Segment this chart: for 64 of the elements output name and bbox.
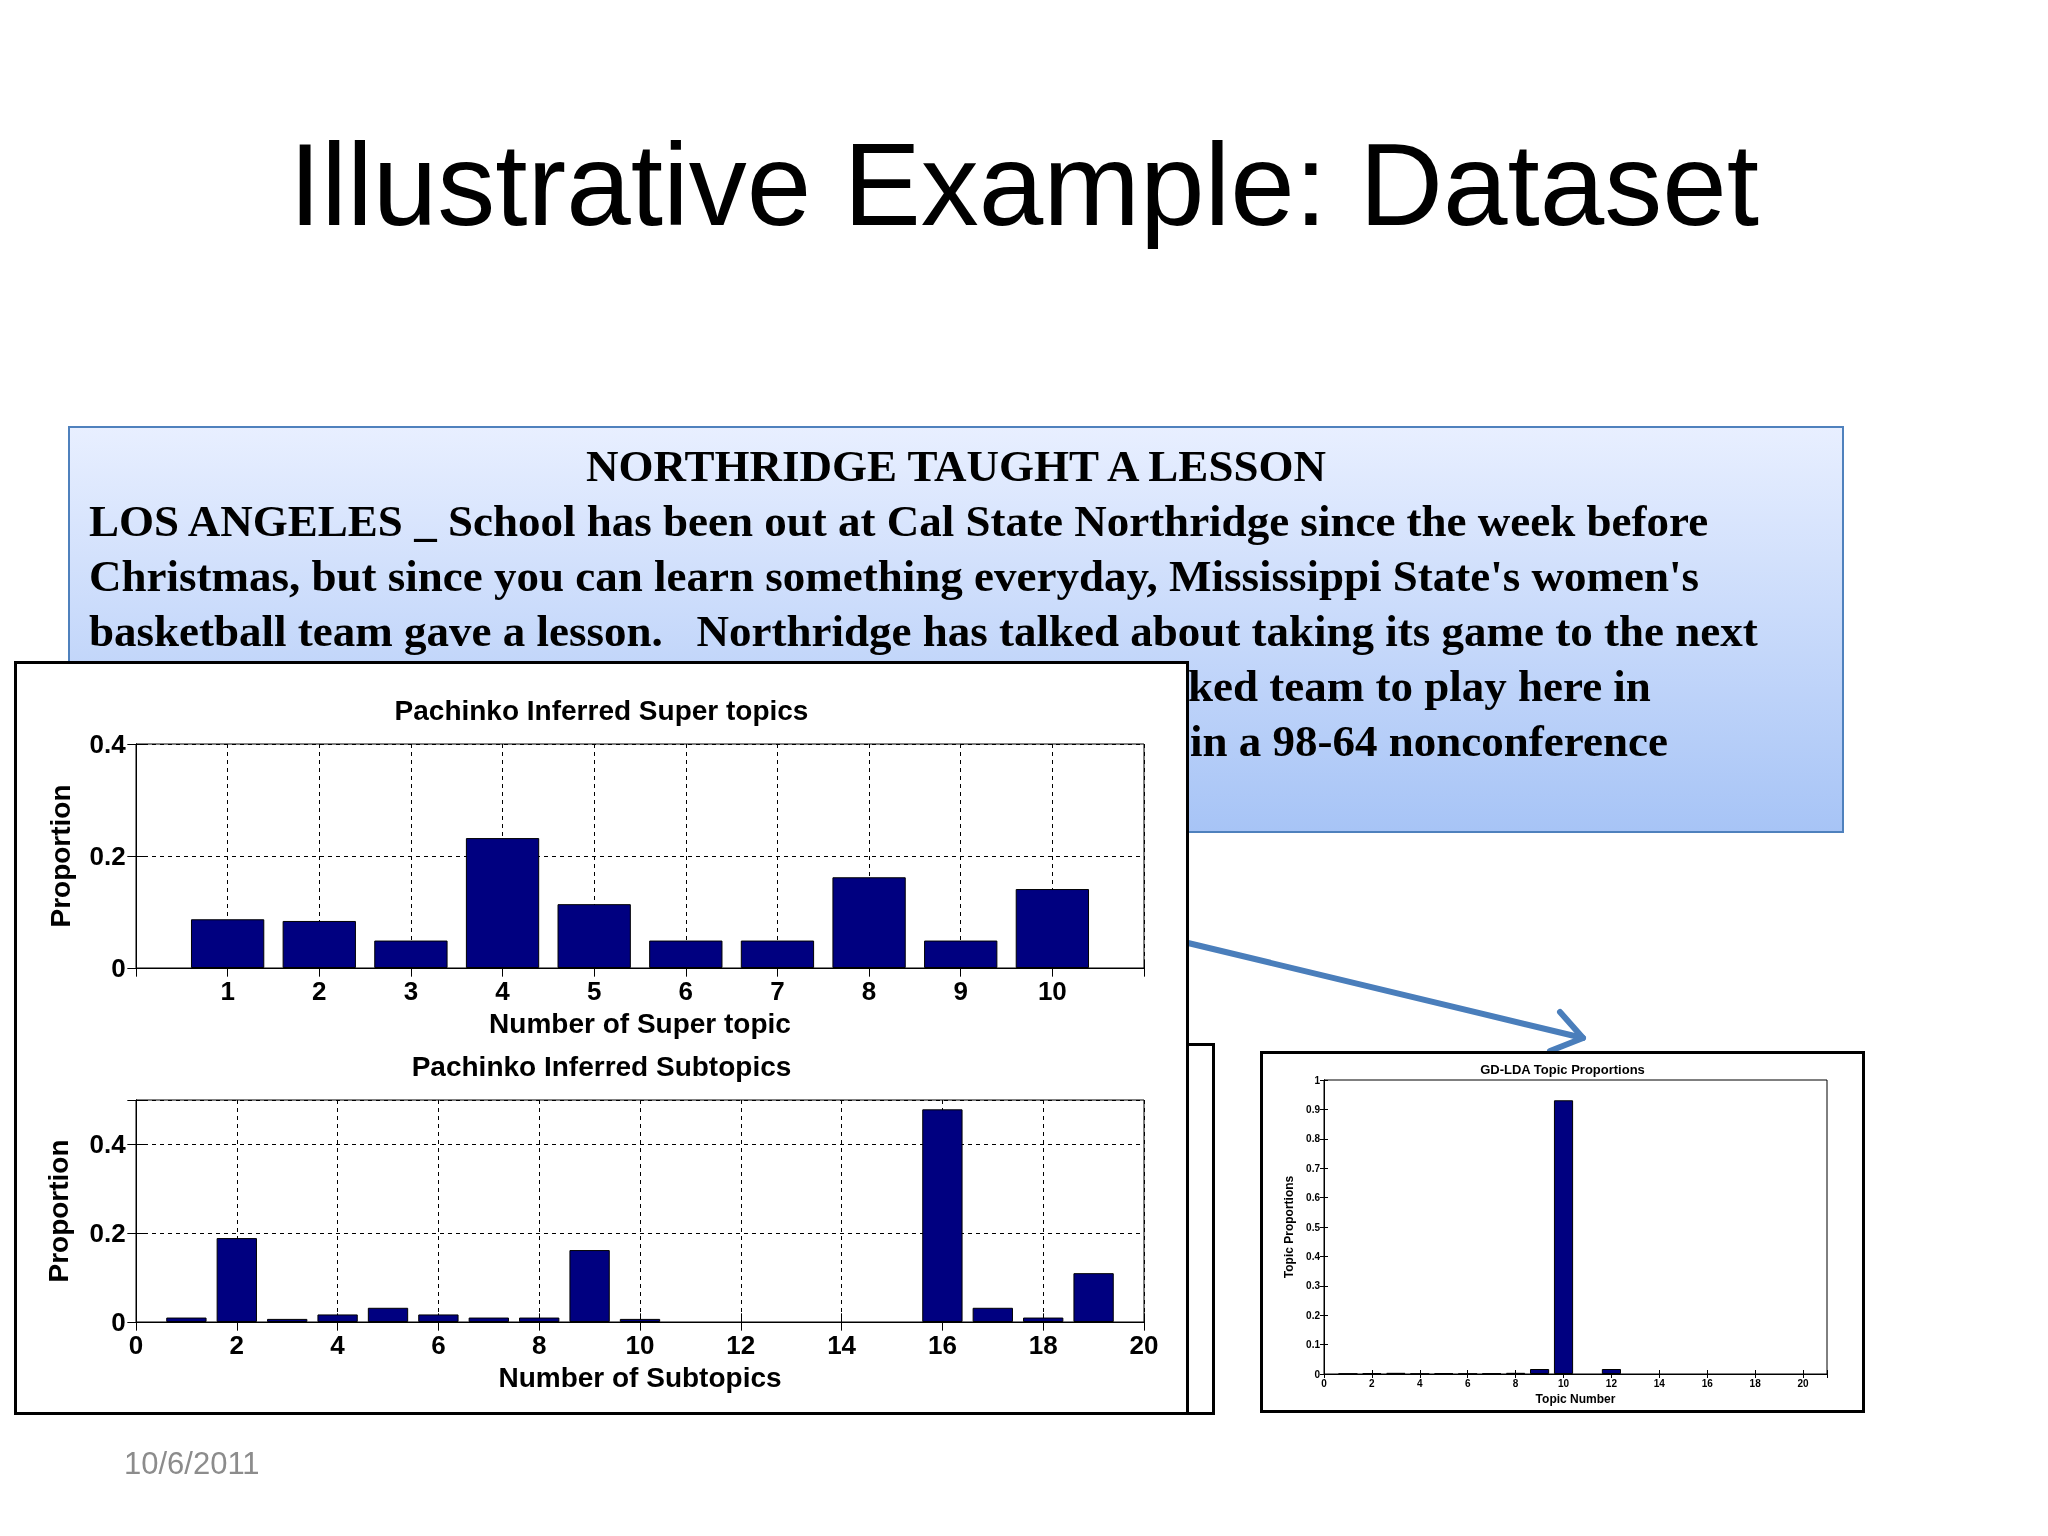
x-tick-label: 4 <box>330 1330 346 1361</box>
text: 10/6/2011 <box>124 1446 260 1482</box>
text: NORTHRIDGE TAUGHT A LESSON <box>585 440 1327 492</box>
chart-title: Pachinko Inferred Subtopics <box>411 1050 792 1082</box>
y-tick-label: 0 <box>111 1307 126 1337</box>
x-axis-title: Number of Subtopics <box>498 1361 782 1393</box>
x-tick-label: 6 <box>678 976 694 1007</box>
x-tick-label: 12 <box>1605 1377 1618 1389</box>
y-tick-label: 0 <box>1314 1368 1321 1380</box>
x-tick-label: 6 <box>431 1330 446 1361</box>
x-tick-label: 4 <box>1417 1377 1424 1389</box>
x-tick-label: 14 <box>1653 1377 1666 1389</box>
y-tick-label: 0.1 <box>1306 1339 1321 1351</box>
x-tick-label: 7 <box>770 976 785 1007</box>
x-tick-label: 16 <box>1701 1377 1714 1389</box>
y-tick-label: 0.9 <box>1306 1103 1321 1115</box>
x-tick-label: 8 <box>531 1330 547 1361</box>
y-tick-label: 0.2 <box>89 841 126 871</box>
x-tick-label: 8 <box>861 976 877 1007</box>
y-tick-label: 1 <box>1314 1074 1321 1086</box>
x-tick-label: 4 <box>495 976 511 1007</box>
text: Christmas, but since you can learn something everyday, Mississippi State's women's <box>89 550 1700 602</box>
y-tick-label: 0.4 <box>89 729 127 759</box>
x-tick-label: 10 <box>625 1330 655 1361</box>
y-axis-title: Topic Proportions <box>1282 1175 1297 1279</box>
x-tick-label: 18 <box>1749 1377 1762 1389</box>
y-tick-label: 0 <box>111 953 126 983</box>
chart-title: Pachinko Inferred Super topics <box>394 694 809 726</box>
x-tick-label: 20 <box>1797 1377 1810 1389</box>
text: basketball team gave a lesson. Northridge has talked about taking its game to the next <box>89 605 1758 657</box>
x-tick-label: 16 <box>927 1330 957 1361</box>
y-tick-label: 0.2 <box>1306 1309 1321 1321</box>
y-tick-label: 0.3 <box>1306 1280 1321 1292</box>
y-tick-label: 0.4 <box>1306 1250 1321 1262</box>
y-tick-label: 0.8 <box>1306 1133 1321 1145</box>
x-tick-label: 9 <box>953 976 968 1007</box>
y-tick-label: 0.2 <box>89 1218 126 1249</box>
x-tick-label: 2 <box>229 1330 245 1361</box>
y-axis-title: Proportion <box>42 1139 74 1283</box>
x-tick-label: 14 <box>827 1330 857 1361</box>
text: ked team to play here in <box>1188 660 1651 712</box>
x-tick-label: 1 <box>220 976 235 1007</box>
x-tick-label: 6 <box>1464 1377 1471 1389</box>
x-tick-label: 8 <box>1512 1377 1519 1389</box>
y-tick-label: 0.4 <box>89 1129 127 1160</box>
x-tick-label: 20 <box>1129 1330 1159 1361</box>
chart-title: GD-LDA Topic Proportions <box>1480 1062 1645 1077</box>
text: Illustrative Example: Dataset <box>288 119 1760 252</box>
text: LOS ANGELES _ School has been out at Cal State Northridge since the week before <box>89 495 1709 547</box>
y-tick-label: 0.7 <box>1306 1162 1321 1174</box>
x-axis-title: Number of Super topic <box>489 1007 791 1039</box>
x-tick-label: 2 <box>1369 1377 1376 1389</box>
y-axis-title: Proportion <box>44 784 76 928</box>
x-tick-label: 2 <box>312 976 327 1007</box>
x-tick-label: 10 <box>1037 976 1067 1007</box>
text: in a 98-64 nonconference <box>1190 715 1668 767</box>
x-tick-label: 5 <box>586 976 602 1007</box>
y-tick-label: 0.6 <box>1306 1192 1321 1204</box>
x-axis-title: Topic Number <box>1535 1391 1616 1406</box>
x-tick-label: 3 <box>403 976 419 1007</box>
x-tick-label: 10 <box>1557 1377 1570 1389</box>
x-tick-label: 18 <box>1028 1330 1058 1361</box>
x-tick-label: 12 <box>726 1330 756 1361</box>
y-tick-label: 0.5 <box>1306 1221 1321 1233</box>
